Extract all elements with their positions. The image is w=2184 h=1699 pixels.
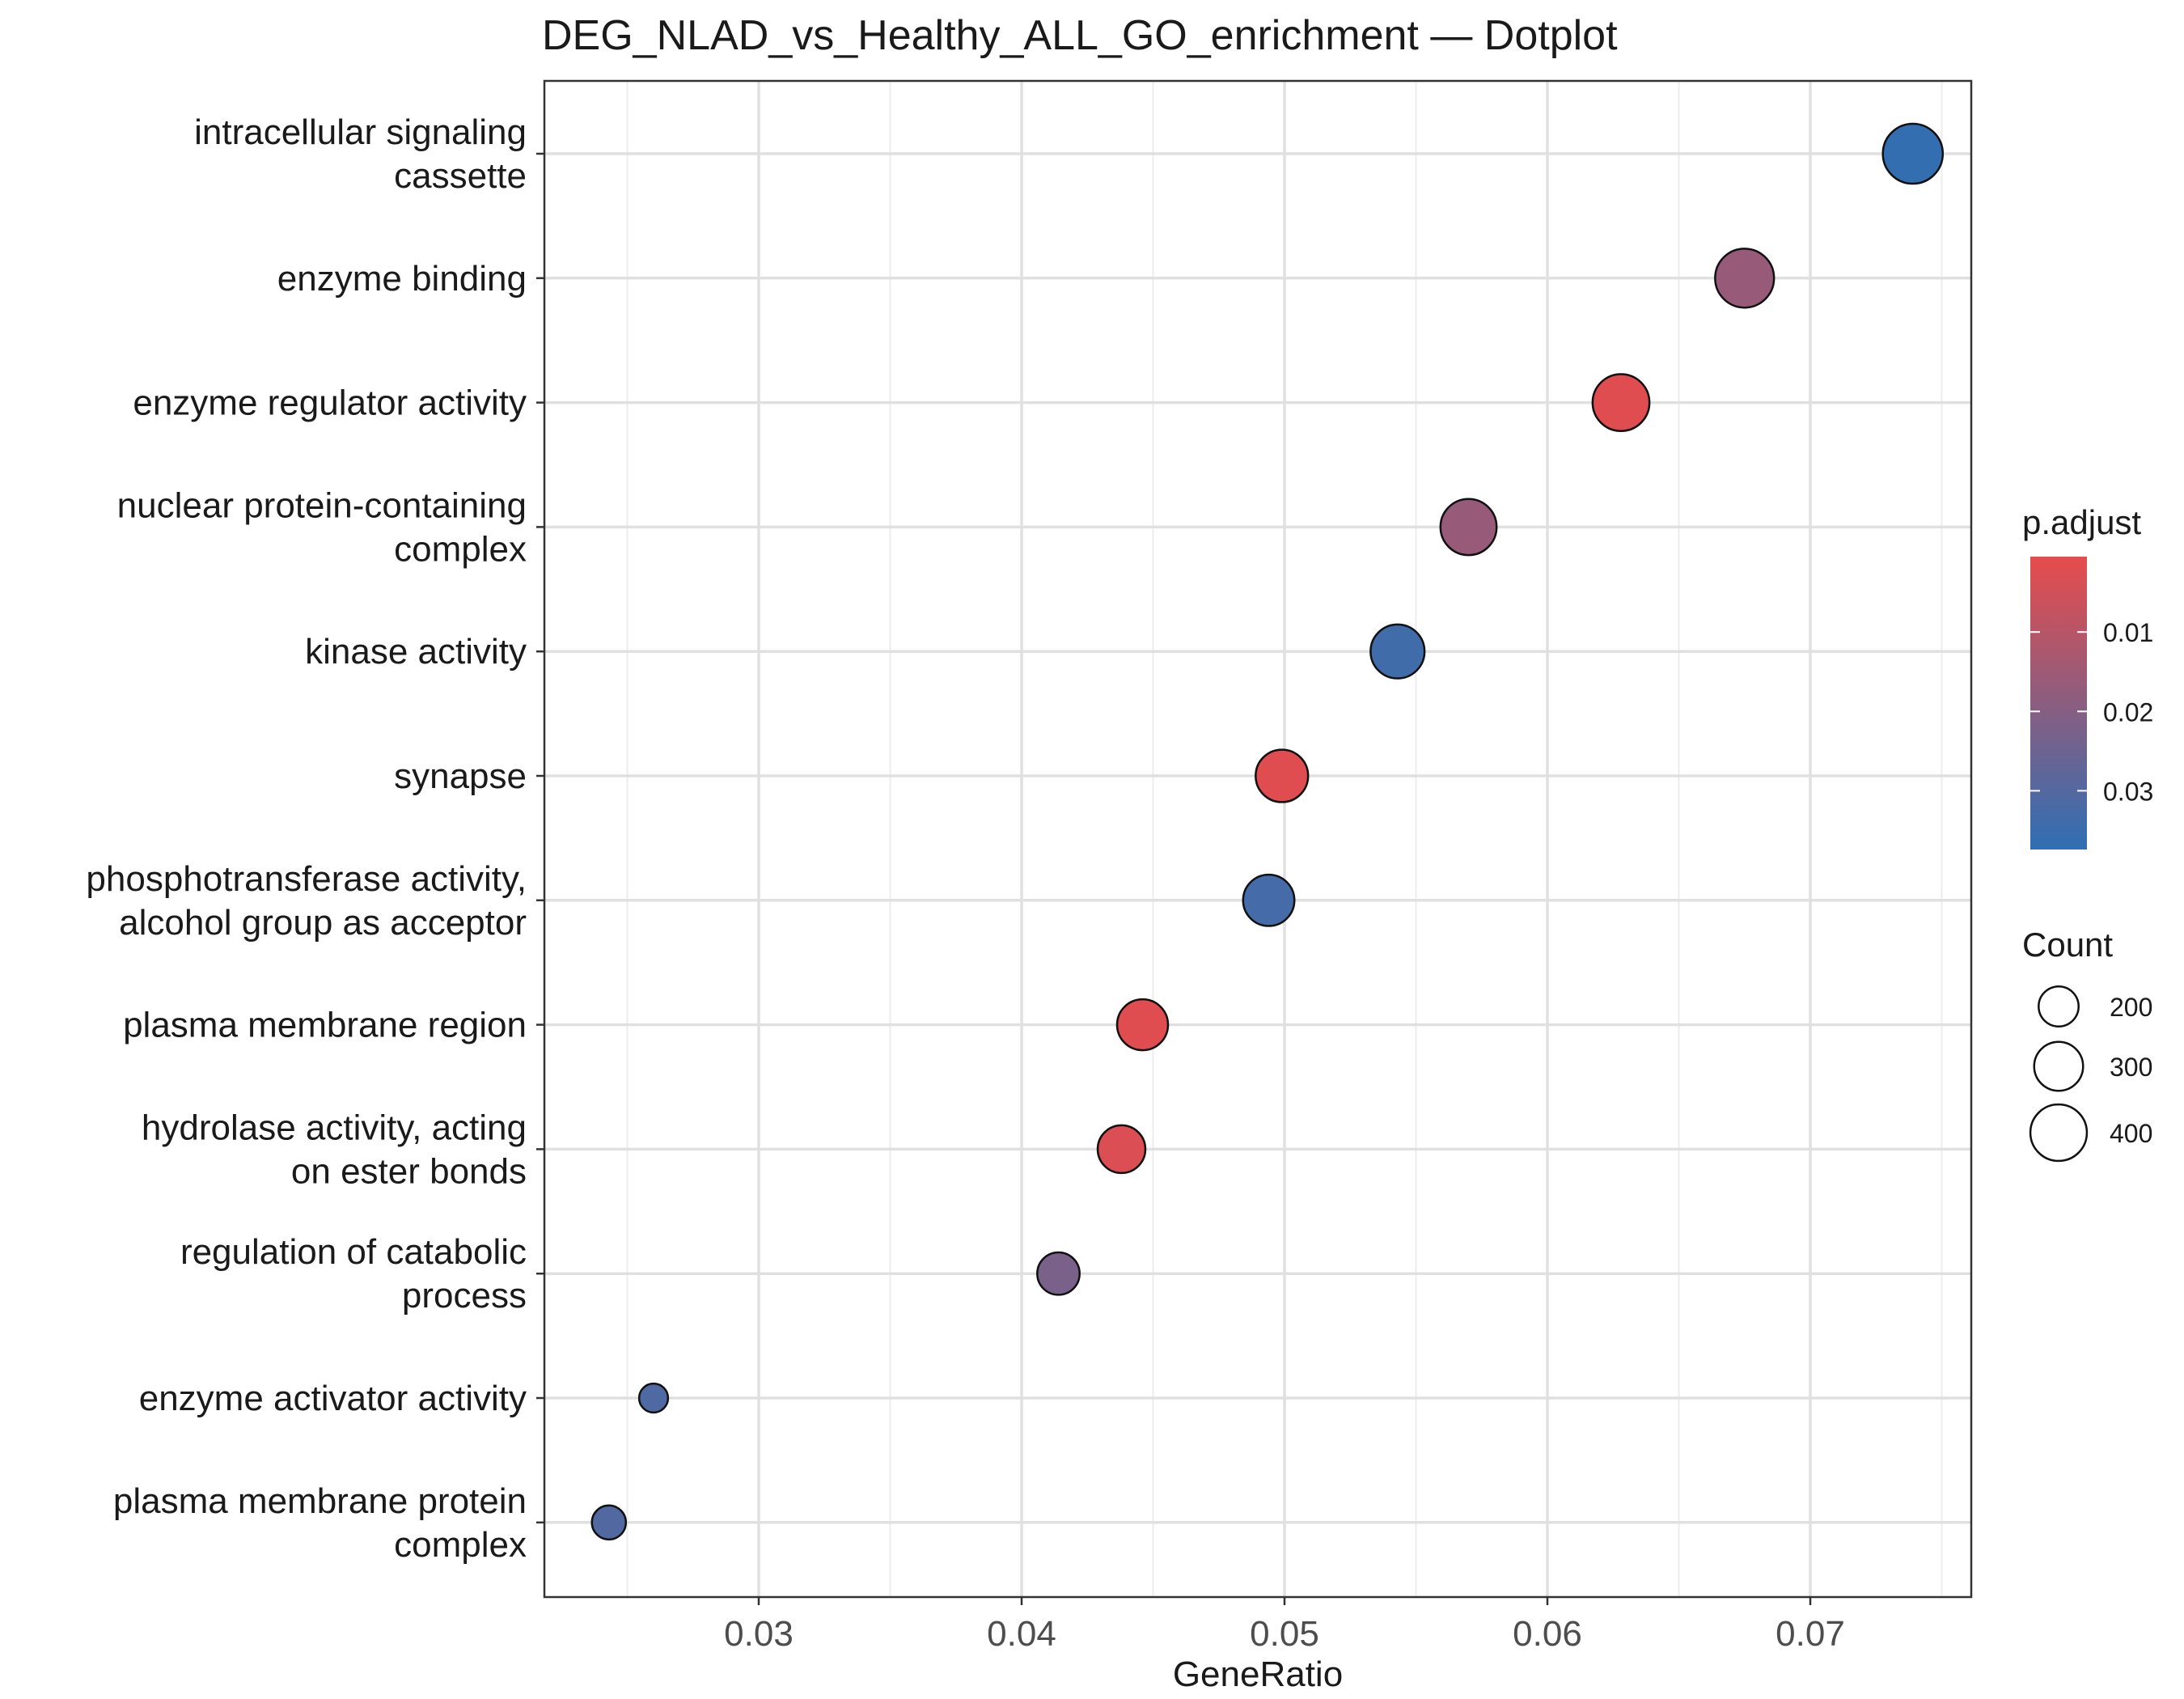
y-tick-label: enzyme activator activity [139, 1379, 527, 1418]
plot-panel [544, 81, 1971, 1597]
y-tick-label: enzyme regulator activity [133, 383, 527, 423]
x-tick-label: 0.07 [1776, 1614, 1845, 1654]
y-tick-label: enzyme binding [277, 259, 527, 299]
x-axis-title: GeneRatio [1173, 1655, 1343, 1694]
dot-point [1439, 498, 1498, 557]
dot-point [1115, 998, 1170, 1052]
size-legend-label: 300 [2110, 1053, 2152, 1082]
color-bar [2030, 557, 2087, 850]
y-tick-label: complex [394, 529, 527, 569]
dot-point [1255, 748, 1310, 803]
y-tick-label: process [402, 1276, 527, 1316]
dot-point [1242, 873, 1296, 927]
y-tick-label: alcohol group as acceptor [119, 903, 527, 943]
y-tick-label: phosphotransferase activity, [86, 859, 527, 899]
dot-point [1591, 373, 1651, 432]
y-tick-label: on ester bonds [291, 1151, 527, 1191]
dot-point [590, 1504, 628, 1541]
dot-point [1881, 122, 1945, 185]
size-legend-circle [2038, 985, 2080, 1027]
color-legend-label: 0.01 [2103, 618, 2153, 647]
panel-border [543, 79, 1973, 1599]
dot-point [637, 1382, 670, 1414]
size-legend-title: Count [2022, 926, 2113, 964]
dot-point [1369, 623, 1426, 680]
y-tick-label: complex [394, 1525, 527, 1565]
y-tick-label: nuclear protein-containing [117, 485, 527, 525]
color-legend-label: 0.02 [2103, 697, 2153, 727]
dot-point [1714, 248, 1776, 309]
color-legend-label: 0.03 [2103, 777, 2153, 806]
y-tick-label: plasma membrane protein [113, 1481, 527, 1521]
size-legend-label: 400 [2110, 1119, 2152, 1148]
y-tick-label: cassette [394, 156, 527, 196]
y-tick-label: hydrolase activity, acting [142, 1108, 527, 1147]
color-legend-title: p.adjust [2022, 503, 2141, 541]
x-tick-label: 0.06 [1513, 1614, 1582, 1654]
y-tick-label: plasma membrane region [123, 1006, 527, 1045]
y-tick-label: synapse [394, 756, 527, 796]
size-legend-circle [2029, 1103, 2089, 1163]
chart-title: DEG_NLAD_vs_Healthy_ALL_GO_enrichment — … [542, 12, 1618, 59]
dot-point [1036, 1251, 1081, 1296]
size-legend-label: 200 [2110, 993, 2152, 1022]
y-tick-label: kinase activity [305, 632, 527, 672]
y-tick-label: intracellular signaling [194, 112, 527, 152]
x-tick-label: 0.03 [724, 1614, 794, 1654]
x-tick-label: 0.05 [1250, 1614, 1319, 1654]
dot-point [1096, 1124, 1147, 1175]
x-tick-label: 0.04 [987, 1614, 1056, 1654]
size-legend-circle [2033, 1040, 2085, 1092]
y-tick-label: regulation of catabolic [180, 1232, 527, 1272]
